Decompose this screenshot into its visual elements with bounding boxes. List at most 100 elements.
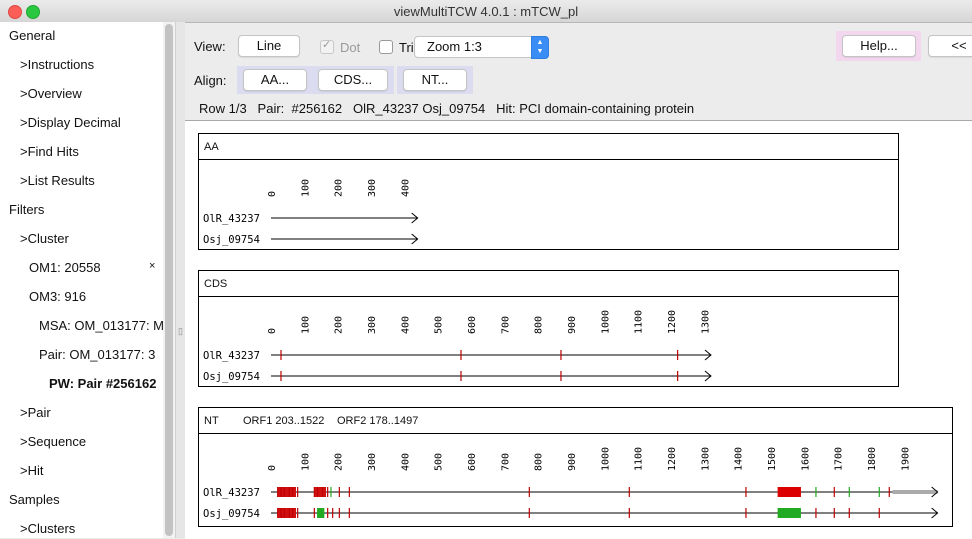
sidebar-item-instructions[interactable]: >Instructions: [20, 57, 95, 72]
nt-overhang-bar: [892, 490, 938, 494]
sidebar-item-pair-om[interactable]: Pair: OM_013177: 3: [39, 347, 156, 362]
help-button[interactable]: Help...: [842, 35, 916, 57]
nt-arrow-icon: [931, 507, 939, 519]
nt-tick-label: 200: [334, 453, 345, 471]
cds-tick-label: 1300: [700, 310, 711, 334]
nt-tick-label: 700: [500, 453, 511, 471]
nt-mismatch-block: [317, 508, 325, 518]
cds-panel-title: CDS: [204, 278, 228, 290]
nt-tick-label: 1900: [900, 447, 911, 471]
orf1-label: ORF1 203..1522: [243, 415, 325, 427]
cds-tick-label: 500: [434, 316, 445, 334]
nt-tick-label: 1300: [700, 447, 711, 471]
cds-tick-label: 400: [400, 316, 411, 334]
main-panel: View: Line ✓ Dot Trim Zoom 1:3 ▲ ▼ Help..…: [185, 22, 972, 539]
cds-panel-header: CDS: [198, 270, 899, 297]
hit-description: PCI domain-containing protein: [519, 101, 695, 116]
align-nt-button[interactable]: NT...: [403, 69, 467, 91]
sidebar-item-om1[interactable]: OM1: 20558: [29, 260, 101, 275]
orf2-label: ORF2 178..1497: [337, 415, 419, 427]
nt-tick-label: 1700: [834, 447, 845, 471]
nt-panel-header: NT ORF1 203..1522 ORF2 178..1497: [198, 407, 953, 434]
nt-mismatch-block: [777, 487, 801, 497]
aa-arrow-icon: [411, 212, 419, 224]
split-divider[interactable]: ▯: [175, 22, 185, 538]
cds-arrow-icon: [704, 349, 712, 361]
nt-tick-label: 400: [400, 453, 411, 471]
align-aa-button[interactable]: AA...: [243, 69, 307, 91]
sidebar-item-overview[interactable]: >Overview: [20, 86, 82, 101]
sidebar-item-general[interactable]: General: [9, 28, 56, 43]
cds-tick-label: 700: [500, 316, 511, 334]
trim-checkbox[interactable]: [379, 40, 393, 54]
cds-tick-label: 1200: [667, 310, 678, 334]
sidebar-item-filters[interactable]: Filters: [9, 202, 45, 217]
sidebar-item-hit[interactable]: >Hit: [20, 463, 44, 478]
checkmark-icon: ✓: [322, 39, 332, 51]
dot-checkbox[interactable]: ✓: [320, 39, 334, 54]
nt-tick-label: 1400: [734, 447, 745, 471]
cds-panel: 0 100 200 300 400 500 600 700 800 900 1000 1100 1200…: [198, 296, 899, 387]
nt-alignment-graphic: 0 100 200 300 400 500 600 700 800 900 1000 1100 1200…: [203, 447, 939, 520]
nt-tick-label: 1200: [667, 447, 678, 471]
window-maximize-button[interactable]: [26, 5, 40, 19]
sidebar-item-om3[interactable]: OM3: 916: [29, 289, 87, 304]
aa-tick-label: 0: [267, 191, 278, 197]
pair-seq2: Osj_09754: [422, 101, 486, 116]
divider-grip-icon[interactable]: ▯: [178, 326, 183, 336]
nt-tick-label: 1500: [767, 447, 778, 471]
nt-mismatch-block: [314, 487, 326, 497]
align-label: Align:: [194, 73, 227, 88]
close-icon[interactable]: ×: [149, 260, 156, 272]
zoom-select[interactable]: Zoom 1:3 ▲ ▼: [414, 36, 549, 59]
sidebar-item-samples[interactable]: Samples: [9, 492, 60, 507]
nt-seq-label: OlR_43237: [203, 487, 260, 499]
chevron-updown-icon: ▲ ▼: [531, 36, 549, 59]
pair-info-line: Row 1/3 Pair: #256162 OlR_43237 Osj_0975…: [199, 101, 694, 116]
sidebar-item-find-hits[interactable]: >Find Hits: [20, 144, 79, 159]
aa-arrow-icon: [411, 233, 419, 245]
sidebar-item-cluster[interactable]: >Cluster: [20, 231, 69, 246]
cds-seq-label: OlR_43237: [203, 350, 260, 362]
sidebar-scrollbar-thumb[interactable]: [165, 24, 173, 536]
sidebar-item-pair[interactable]: >Pair: [20, 405, 51, 420]
line-button[interactable]: Line: [238, 35, 300, 57]
aa-seq-label: OlR_43237: [203, 213, 260, 225]
aa-tick-label: 100: [300, 179, 311, 197]
dot-label: Dot: [340, 40, 361, 55]
aa-panel-header: AA: [198, 133, 899, 160]
pair-seq1: OlR_43237: [352, 101, 419, 116]
nt-mismatch-block: [277, 487, 296, 497]
nt-panel: 0 100 200 300 400 500 600 700 800 900 1000 1100 1200…: [198, 433, 953, 527]
sidebar-item-display-decimal[interactable]: >Display Decimal: [20, 115, 121, 130]
alignment-view: AA 0 100 200 300 400 OlR_43237 Osj_09754 CDS 0…: [185, 120, 972, 539]
cds-tick-label: 900: [567, 316, 578, 334]
nt-tick-label: 1000: [600, 447, 611, 471]
sidebar-item-sequence[interactable]: >Sequence: [20, 434, 87, 449]
window-close-button[interactable]: [8, 5, 22, 19]
aa-panel: 0 100 200 300 400 OlR_43237 Osj_09754: [198, 159, 899, 250]
aa-panel-title: AA: [204, 141, 219, 153]
sidebar-item-msa[interactable]: MSA: OM_013177: M: [39, 318, 163, 333]
align-cds-button[interactable]: CDS...: [318, 69, 388, 91]
nt-tick-label: 800: [534, 453, 545, 471]
zoom-select-value: Zoom 1:3: [427, 39, 482, 54]
sidebar-item-list-results[interactable]: >List Results: [20, 173, 95, 188]
nt-mismatch-block: [277, 508, 296, 518]
prev-button[interactable]: <<: [928, 35, 972, 57]
nt-tick-label: 100: [300, 453, 311, 471]
nt-tick-label: 1100: [634, 447, 645, 471]
nt-tick-label: 1800: [867, 447, 878, 471]
hit-label: Hit:: [496, 101, 516, 116]
sidebar-item-clusters[interactable]: >Clusters: [20, 521, 76, 536]
view-label: View:: [194, 39, 226, 54]
nt-panel-title: NT: [204, 415, 219, 427]
nt-tick-label: 1600: [800, 447, 811, 471]
nt-seq-label: Osj_09754: [203, 508, 260, 520]
nt-tick-label: 600: [467, 453, 478, 471]
sidebar-item-pw-pair[interactable]: PW: Pair #256162: [49, 376, 157, 391]
cds-alignment-graphic: 0 100 200 300 400 500 600 700 800 900 1000 1100 1200…: [203, 310, 712, 383]
sidebar-scrollbar[interactable]: [163, 22, 175, 538]
window-title: viewMultiTCW 4.0.1 : mTCW_pl: [393, 4, 579, 19]
cds-tick-label: 1000: [600, 310, 611, 334]
